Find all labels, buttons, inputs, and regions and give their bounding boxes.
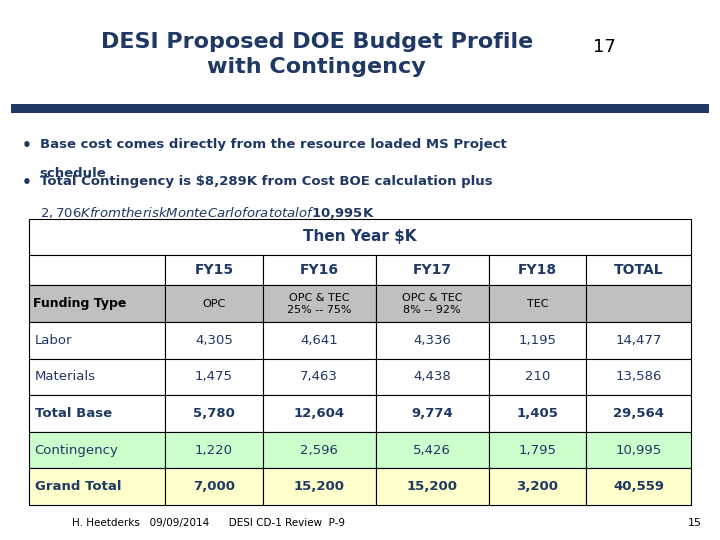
- Bar: [29, 432, 165, 468]
- Bar: [489, 255, 586, 286]
- Text: Grand Total: Grand Total: [35, 480, 121, 493]
- Text: Funding Type: Funding Type: [33, 297, 127, 310]
- Bar: [263, 322, 376, 359]
- Bar: [263, 286, 376, 322]
- Bar: [165, 359, 263, 395]
- Bar: [165, 255, 263, 286]
- Text: 1,405: 1,405: [516, 407, 558, 420]
- Bar: [376, 255, 489, 286]
- Text: 1,475: 1,475: [195, 370, 233, 383]
- Bar: [489, 432, 586, 468]
- Text: Then Year $K: Then Year $K: [303, 230, 417, 245]
- Bar: [165, 468, 263, 505]
- Text: 1,220: 1,220: [195, 443, 233, 456]
- Text: 7,000: 7,000: [193, 480, 235, 493]
- Bar: [263, 255, 376, 286]
- Text: 5,780: 5,780: [193, 407, 235, 420]
- Text: 3,200: 3,200: [516, 480, 558, 493]
- Text: 15,200: 15,200: [294, 480, 345, 493]
- Bar: [586, 432, 691, 468]
- Bar: [29, 468, 165, 505]
- Text: Total Base: Total Base: [35, 407, 112, 420]
- Text: Base cost comes directly from the resource loaded MS Project: Base cost comes directly from the resour…: [40, 138, 506, 151]
- Text: 15,200: 15,200: [407, 480, 458, 493]
- Text: FY15: FY15: [194, 264, 233, 278]
- Bar: [165, 432, 263, 468]
- Bar: [376, 432, 489, 468]
- Bar: [586, 468, 691, 505]
- Text: Materials: Materials: [35, 370, 96, 383]
- Text: •: •: [22, 176, 32, 191]
- Text: 13,586: 13,586: [616, 370, 662, 383]
- Text: 29,564: 29,564: [613, 407, 664, 420]
- Bar: [376, 468, 489, 505]
- Bar: [29, 255, 165, 286]
- Bar: [165, 322, 263, 359]
- Bar: [586, 359, 691, 395]
- Text: •: •: [22, 138, 32, 153]
- Bar: [29, 219, 691, 255]
- Text: 4,438: 4,438: [413, 370, 451, 383]
- Bar: [263, 468, 376, 505]
- Text: FY18: FY18: [518, 264, 557, 278]
- Text: 4,641: 4,641: [300, 334, 338, 347]
- Text: FY16: FY16: [300, 264, 338, 278]
- Bar: [376, 395, 489, 432]
- Bar: [586, 286, 691, 322]
- Text: 210: 210: [525, 370, 550, 383]
- Bar: [489, 395, 586, 432]
- Bar: [376, 322, 489, 359]
- Bar: [489, 286, 586, 322]
- Text: 14,477: 14,477: [616, 334, 662, 347]
- Bar: [489, 468, 586, 505]
- Text: Contingency: Contingency: [35, 443, 118, 456]
- Text: 17: 17: [593, 38, 616, 56]
- Text: Labor: Labor: [35, 334, 72, 347]
- Bar: [586, 322, 691, 359]
- Text: 4,305: 4,305: [195, 334, 233, 347]
- Text: $2,706K from the risk Monte Carlo for a total of $10,995K: $2,706K from the risk Monte Carlo for a …: [40, 205, 374, 221]
- Text: schedule: schedule: [40, 167, 107, 180]
- Text: OPC: OPC: [202, 299, 225, 309]
- Text: H. Heetderks   09/09/2014      DESI CD-1 Review  P-9: H. Heetderks 09/09/2014 DESI CD-1 Review…: [72, 518, 345, 528]
- Bar: [489, 359, 586, 395]
- Bar: [489, 322, 586, 359]
- Text: FY17: FY17: [413, 264, 451, 278]
- Bar: [29, 359, 165, 395]
- Text: 10,995: 10,995: [616, 443, 662, 456]
- Text: 9,774: 9,774: [411, 407, 453, 420]
- Text: TEC: TEC: [526, 299, 548, 309]
- Text: OPC & TEC
8% -- 92%: OPC & TEC 8% -- 92%: [402, 293, 462, 315]
- Bar: [263, 395, 376, 432]
- Text: DESI Proposed DOE Budget Profile
with Contingency: DESI Proposed DOE Budget Profile with Co…: [101, 32, 533, 77]
- Text: Total Contingency is $8,289K from Cost BOE calculation plus: Total Contingency is $8,289K from Cost B…: [40, 176, 492, 188]
- Bar: [11, 104, 709, 113]
- Bar: [29, 322, 165, 359]
- Bar: [263, 359, 376, 395]
- Bar: [376, 286, 489, 322]
- Bar: [586, 255, 691, 286]
- Bar: [586, 395, 691, 432]
- Bar: [29, 286, 165, 322]
- Text: 15: 15: [688, 518, 702, 528]
- Text: 12,604: 12,604: [294, 407, 345, 420]
- Text: OPC & TEC
25% -- 75%: OPC & TEC 25% -- 75%: [287, 293, 351, 315]
- Text: 4,336: 4,336: [413, 334, 451, 347]
- Text: 1,195: 1,195: [518, 334, 557, 347]
- Text: 1,795: 1,795: [518, 443, 557, 456]
- Bar: [263, 432, 376, 468]
- Text: 7,463: 7,463: [300, 370, 338, 383]
- Text: 40,559: 40,559: [613, 480, 664, 493]
- Bar: [165, 395, 263, 432]
- Bar: [165, 286, 263, 322]
- Text: 5,426: 5,426: [413, 443, 451, 456]
- Text: TOTAL: TOTAL: [613, 264, 663, 278]
- Bar: [376, 359, 489, 395]
- Text: 2,596: 2,596: [300, 443, 338, 456]
- Bar: [29, 395, 165, 432]
